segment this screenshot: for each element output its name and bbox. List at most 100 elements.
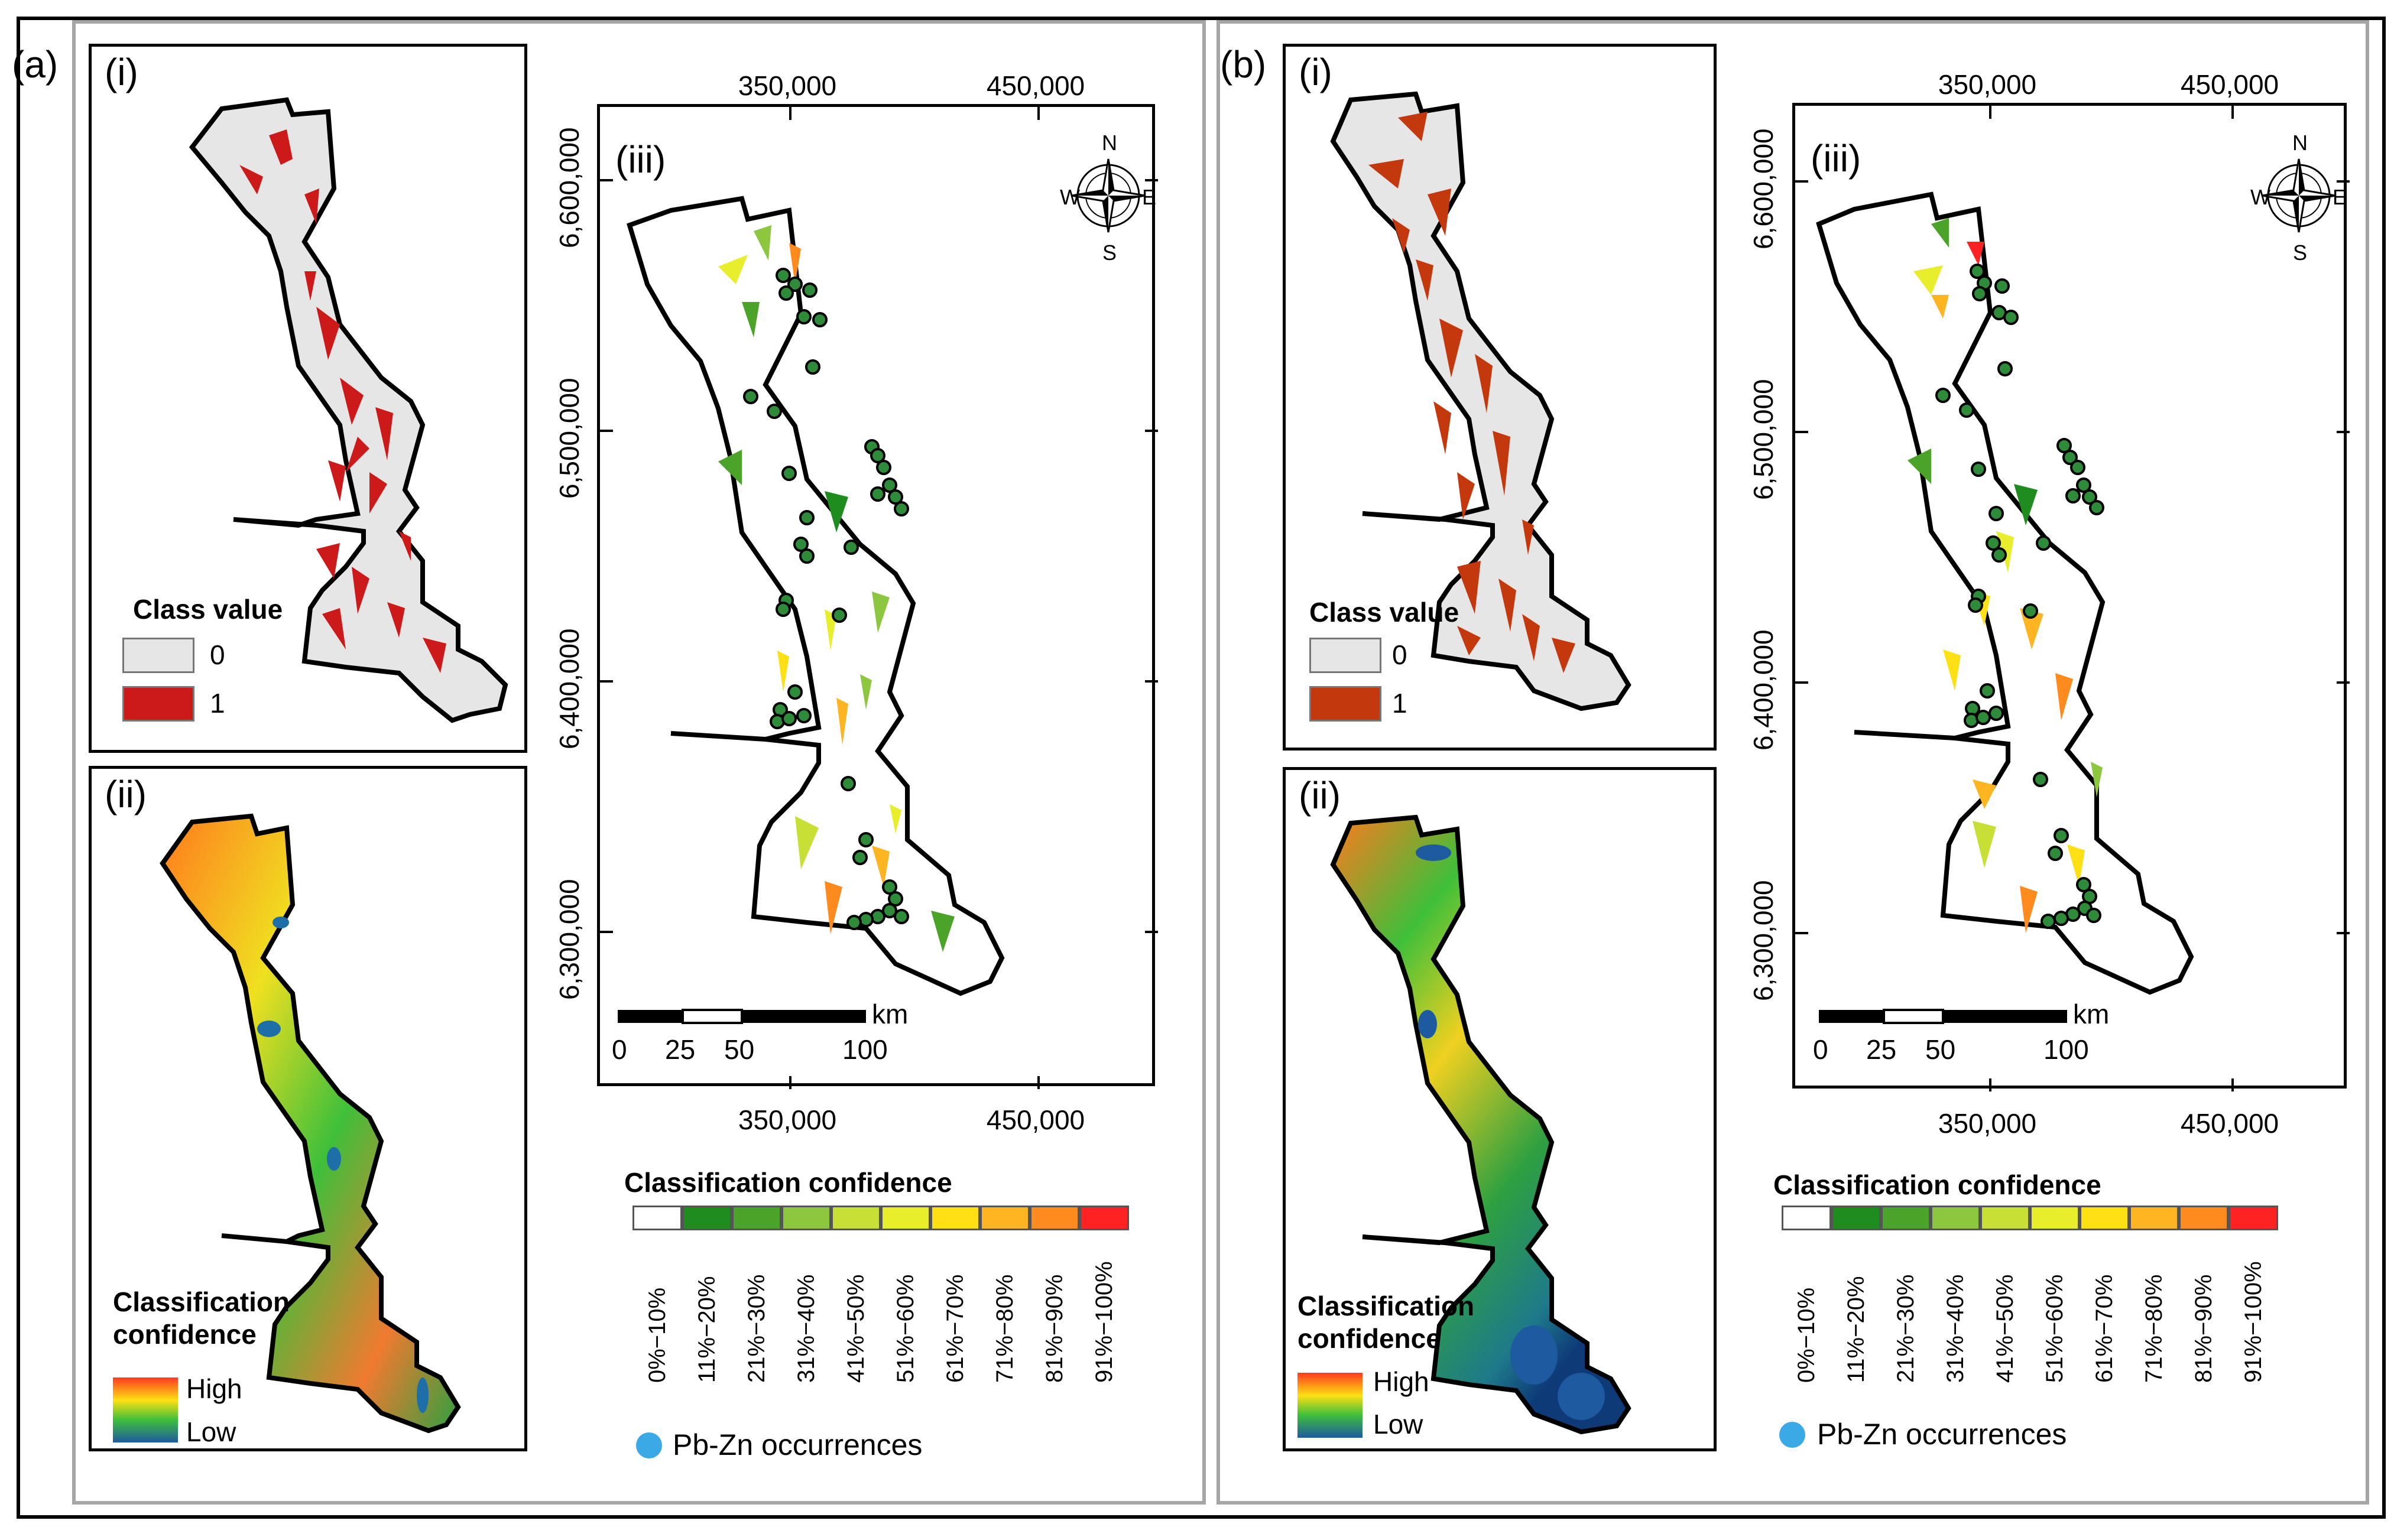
left-tick-2: 6,500,000 xyxy=(554,378,585,499)
ramp-title-1: Classification xyxy=(113,1286,290,1317)
legend-swatch xyxy=(1782,1206,1831,1230)
legend-swatch xyxy=(2129,1206,2179,1230)
compass-n: N xyxy=(1102,131,1117,155)
class-legend-title: Class value xyxy=(1309,597,1459,628)
top-tick-2: 450,000 xyxy=(986,70,1085,101)
legend-class-label: 61%−70% xyxy=(2091,1274,2117,1383)
class-1-label: 1 xyxy=(1392,688,1407,719)
confidence-ramp xyxy=(1297,1373,1363,1438)
scale-bar xyxy=(618,1009,866,1024)
legend-class-label: 0%−10% xyxy=(644,1287,670,1383)
legend-swatch xyxy=(2228,1206,2278,1230)
sub-i-label: (i) xyxy=(105,51,138,93)
class-0-label: 0 xyxy=(210,639,225,670)
confidence-map-a: (ii) Classification confidence High Low xyxy=(89,766,527,1451)
top-tick-1: 350,000 xyxy=(1938,69,2037,100)
scale-unit: km xyxy=(872,999,909,1029)
legend-swatch xyxy=(732,1206,781,1230)
class-map-b: (i) Class value 0 1 xyxy=(1283,44,1717,750)
scale-label-50: 50 xyxy=(1925,1034,1956,1065)
class-0-swatch xyxy=(1309,638,1381,673)
confidence-map-b: (ii) Classification confidence High Low xyxy=(1283,767,1717,1451)
legend-swatch xyxy=(831,1206,881,1230)
bottom-tick-2: 450,000 xyxy=(986,1104,1085,1135)
class-0-label: 0 xyxy=(1392,639,1407,670)
legend-swatch xyxy=(2030,1206,2080,1230)
panel-b xyxy=(1217,20,2369,1505)
occurrence-map-b: (iii) N E S W km 0 25 50 100 xyxy=(1792,103,2350,1091)
confidence-legend-title: Classification confidence xyxy=(624,1167,952,1198)
legend-swatch xyxy=(781,1206,831,1230)
sub-iii-label: (iii) xyxy=(615,138,666,181)
legend-class-label: 71%−80% xyxy=(2141,1274,2167,1383)
ramp-title-2: confidence xyxy=(113,1319,257,1350)
scale-label-50: 50 xyxy=(724,1034,755,1065)
occurrence-map-a: (iii) N E S W km 0 25 50 100 xyxy=(597,104,1158,1089)
left-tick-3: 6,400,000 xyxy=(1748,629,1779,750)
legend-swatch xyxy=(632,1206,682,1230)
legend-class-label: 71%−80% xyxy=(992,1274,1018,1383)
class-1-label: 1 xyxy=(210,688,225,719)
left-tick-3: 6,400,000 xyxy=(554,628,585,749)
ramp-title-2: confidence xyxy=(1297,1323,1441,1354)
occurrence-legend-dot xyxy=(636,1432,662,1458)
low-confidence-areas xyxy=(1416,844,1605,1420)
sub-ii-label: (ii) xyxy=(1299,774,1341,817)
left-tick-1: 6,600,000 xyxy=(554,127,585,248)
study-area-outline xyxy=(160,813,461,1434)
legend-swatch xyxy=(930,1206,980,1230)
axis-ticks xyxy=(600,107,1158,1089)
compass-rose xyxy=(2262,158,2336,233)
legend-swatch xyxy=(1030,1206,1079,1230)
left-tick-4: 6,300,000 xyxy=(554,879,585,1000)
legend-swatch xyxy=(980,1206,1030,1230)
scale-unit: km xyxy=(2073,999,2110,1029)
legend-swatch xyxy=(1931,1206,1980,1230)
scale-bar xyxy=(1819,1009,2067,1024)
legend-class-label: 41%−50% xyxy=(843,1274,869,1383)
compass-e: E xyxy=(1142,185,1157,209)
pb-zn-occurrences xyxy=(743,268,909,930)
legend-class-label: 31%−40% xyxy=(1942,1274,1968,1383)
bottom-tick-1: 350,000 xyxy=(738,1104,837,1135)
bottom-tick-1: 350,000 xyxy=(1938,1108,2037,1139)
compass-rose xyxy=(1071,158,1146,233)
bottom-tick-2: 450,000 xyxy=(2180,1108,2279,1139)
axis-ticks xyxy=(1795,106,2350,1091)
legend-class-label: 21%−30% xyxy=(1893,1274,1919,1383)
occurrence-legend-dot xyxy=(1779,1422,1805,1448)
scale-label-0: 0 xyxy=(612,1034,627,1065)
ramp-low: Low xyxy=(186,1416,236,1447)
compass-w: W xyxy=(1060,185,1080,209)
compass-e: E xyxy=(2333,185,2347,209)
legend-class-label: 81%−90% xyxy=(2191,1274,2217,1383)
left-tick-2: 6,500,000 xyxy=(1748,379,1779,500)
sub-iii-label: (iii) xyxy=(1811,137,1861,180)
legend-class-label: 51%−60% xyxy=(2042,1274,2068,1383)
sub-ii-label: (ii) xyxy=(105,773,147,816)
class-1-areas xyxy=(1368,112,1575,673)
legend-class-label: 41%−50% xyxy=(1992,1274,2018,1383)
ramp-title-1: Classification xyxy=(1297,1291,1475,1321)
panel-a-letter: (a) xyxy=(12,43,59,86)
legend-class-label: 61%−70% xyxy=(942,1274,968,1383)
confidence-patches xyxy=(718,225,955,952)
occurrence-legend-label: Pb-Zn occurrences xyxy=(673,1428,923,1461)
legend-class-label: 11%−20% xyxy=(1843,1276,1869,1383)
confidence-patches xyxy=(1908,218,2103,933)
scale-label-25: 25 xyxy=(665,1034,696,1065)
legend-class-label: 0%−10% xyxy=(1793,1287,1819,1383)
panel-b-letter: (b) xyxy=(1220,43,1267,86)
legend-class-label: 91%−100% xyxy=(1091,1261,1117,1383)
ramp-low: Low xyxy=(1373,1409,1423,1440)
compass-s: S xyxy=(2293,241,2308,265)
compass-s: S xyxy=(1102,241,1117,265)
low-confidence-areas xyxy=(257,917,429,1413)
left-tick-4: 6,300,000 xyxy=(1748,880,1779,1001)
sub-i-label: (i) xyxy=(1299,51,1332,93)
study-area-outline xyxy=(1330,814,1631,1435)
scale-label-100: 100 xyxy=(842,1034,888,1065)
top-tick-2: 450,000 xyxy=(2180,69,2279,100)
confidence-legend-title: Classification confidence xyxy=(1773,1169,2101,1200)
study-area-outline xyxy=(1330,91,1631,711)
